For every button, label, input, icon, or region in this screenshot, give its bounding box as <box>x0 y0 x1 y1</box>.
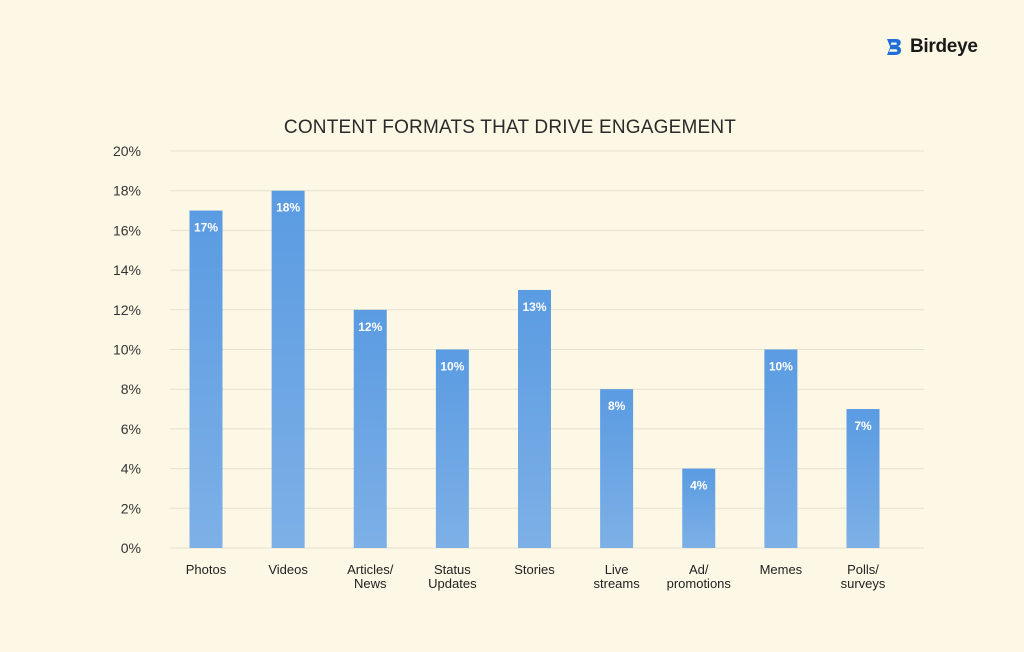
x-tick-label-line: Updates <box>428 576 477 591</box>
bar <box>353 309 387 548</box>
brand-name: Birdeye <box>910 36 978 57</box>
y-tick-label: 8% <box>121 381 141 397</box>
x-tick-label-line: Live <box>605 562 629 577</box>
y-tick-label: 4% <box>121 461 141 477</box>
x-tick-label: Memes <box>760 562 803 577</box>
y-tick-label: 20% <box>113 143 141 159</box>
bar-value-label: 10% <box>440 360 464 374</box>
y-tick-label: 0% <box>121 540 141 556</box>
y-tick-label: 6% <box>121 421 141 437</box>
bar <box>600 389 634 548</box>
chart-title: CONTENT FORMATS THAT DRIVE ENGAGEMENT <box>284 117 736 138</box>
x-tick-label-line: Articles/ <box>347 562 394 577</box>
bar-value-label: 12% <box>358 320 382 334</box>
bar-value-label: 10% <box>769 360 793 374</box>
x-tick-label: Ad/promotions <box>667 562 732 591</box>
x-tick-label-line: Photos <box>186 562 227 577</box>
bar-value-label: 8% <box>608 399 626 413</box>
bar-value-label: 13% <box>522 300 546 314</box>
y-axis-ticks: 0% 2% 4% 6% 8% 10% 12% 14% 16% 18% 20% <box>113 143 141 556</box>
birdeye-logo-icon <box>887 39 902 55</box>
bar <box>764 349 798 548</box>
x-tick-label-line: Memes <box>760 562 803 577</box>
x-tick-label-line: Ad/ <box>689 562 709 577</box>
y-tick-label: 2% <box>121 500 141 516</box>
bar <box>189 210 223 549</box>
x-tick-label: Videos <box>268 562 308 577</box>
x-tick-label-line: surveys <box>841 576 886 591</box>
x-tick-label: Photos <box>186 562 227 577</box>
bar <box>846 409 880 548</box>
bar <box>682 468 716 548</box>
x-tick-label-line: Status <box>434 562 471 577</box>
bar-value-label: 18% <box>276 201 300 215</box>
y-tick-label: 12% <box>113 302 141 318</box>
bar <box>435 349 469 548</box>
x-tick-label-line: Polls/ <box>847 562 879 577</box>
y-tick-label: 10% <box>113 342 141 358</box>
bar <box>518 289 551 548</box>
bar-value-label: 17% <box>194 221 218 235</box>
y-tick-label: 14% <box>113 262 141 278</box>
x-tick-label-line: streams <box>594 576 641 591</box>
x-tick-label: Articles/News <box>347 562 394 591</box>
bar-value-label: 4% <box>690 479 708 493</box>
y-tick-label: 16% <box>113 222 141 238</box>
x-tick-label-line: Videos <box>268 562 308 577</box>
x-tick-label: Status Updates <box>428 562 477 591</box>
brand-logo: Birdeye <box>884 36 978 58</box>
bar <box>271 190 305 548</box>
y-tick-label: 18% <box>113 183 141 199</box>
bars: 17% 18% 12% 10% 13% 8% 4% 10% 7% <box>189 190 880 549</box>
x-tick-label: Live streams <box>594 562 641 591</box>
bar-value-label: 7% <box>854 419 872 433</box>
x-tick-label-line: promotions <box>667 576 732 591</box>
x-tick-label: Stories <box>514 562 555 577</box>
x-tick-label-line: News <box>354 576 387 591</box>
x-tick-label-line: Stories <box>514 562 555 577</box>
x-tick-label: Polls/surveys <box>841 562 886 591</box>
